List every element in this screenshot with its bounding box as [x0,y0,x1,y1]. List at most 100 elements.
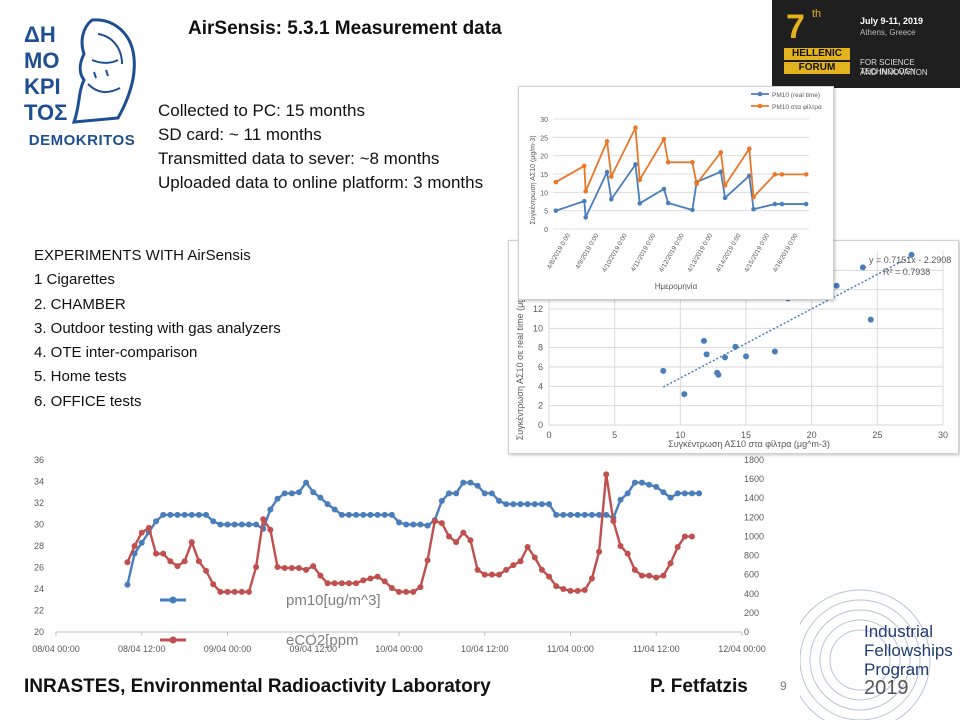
ts-point [424,557,431,564]
forum-line1: HELLENIC [784,48,850,60]
line-ytick-label: 5 [544,209,548,216]
line-point [718,169,724,175]
ts-point [417,521,424,528]
ts-point [331,580,338,587]
hellenic-forum-badge: 7 th HELLENIC FORUM July 9-11, 2019 Athe… [772,0,960,88]
ts-point [524,501,531,508]
scatter-point [681,391,688,398]
ts-legend-marker [169,596,177,604]
ts-point [317,494,324,501]
ts-point [281,490,288,497]
ts-point [188,539,195,546]
scatter-trendline [662,255,912,388]
ts-point [546,573,553,580]
logo-letters-1: ΔΗ [24,22,56,47]
line-point [633,162,638,167]
ts-point [481,490,488,497]
line-xtick-label: 4/14/2019 0:00 [715,232,743,273]
scatter-xtick-label: 20 [807,430,817,440]
scatter-point [721,354,728,361]
ts-point [388,585,395,592]
ts-point [446,533,453,540]
line-series-1 [555,124,807,200]
ts-point [638,479,645,486]
ts-point [510,562,517,569]
swirl-icon [800,589,931,720]
ts-point [581,586,588,593]
ts-point [460,479,467,486]
line-xtick-label: 4/11/2019 0:00 [630,232,658,273]
ts-point [681,490,688,497]
ts-point [424,522,431,529]
ts-right-tick-label: 800 [744,551,759,561]
ts-left-tick-label: 32 [34,498,44,508]
ts-xtick-label: 10/04 00:00 [375,644,423,654]
ts-point [446,490,453,497]
ts-point [303,479,310,486]
ts-point [617,543,624,549]
ts-point [360,511,367,518]
ts-point [646,572,653,579]
ts-point [295,564,302,571]
line-point [665,200,671,206]
ts-point [681,533,688,540]
line-xlabel: Ημερομηνία [655,282,698,291]
timeseries-chart-panel: 20 22 24 26 28 30 32 34 36 0 200 400 600 800 1000 1200 1… [0,448,790,664]
forum-number: 7 [786,8,805,46]
scatter-point [867,316,874,323]
ts-point [295,489,302,496]
ts-point [596,548,603,555]
ts-point [181,558,188,565]
ts-point [195,511,202,518]
demokritos-logo: ΔΗ ΜΟ ΚΡΙ ΤΟΣ DEMOKRITOS [18,14,146,154]
ts-point [160,511,167,518]
ts-point [288,490,295,497]
ts-point [381,511,388,518]
ts-point [203,567,210,574]
ts-xtick-label: 08/04 12:00 [118,644,166,654]
ts-point [210,518,217,525]
line-series-0 [555,161,807,221]
ts-point [474,482,481,489]
line-xtick-label: 4/12/2019 0:00 [658,232,686,273]
ts-point [653,483,660,490]
ts-point [367,575,374,582]
ts-point [510,501,517,508]
ts-left-tick-label: 24 [34,584,44,594]
ts-point [124,581,131,588]
ts-point [267,526,274,533]
ts-right-tick-label: 0 [744,627,749,637]
ts-point [274,495,281,502]
ts-point [238,588,245,595]
ts-right-tick-label: 1400 [744,493,764,503]
line-ytick-label: 20 [540,154,548,161]
scatter-ytick-label: 0 [538,420,543,430]
ts-point [503,566,510,573]
ts-point [138,529,145,536]
ts-point [688,490,695,497]
ts-point [303,566,310,573]
ts-right-tick-label: 1200 [744,512,764,522]
ts-point [310,563,317,570]
ts-point [403,588,410,595]
line-xtick-label: 4/8/2019 0:00 [546,232,572,270]
ts-point [167,558,174,565]
ts-right-tick-label: 200 [744,608,759,618]
democritus-portrait-icon [71,18,136,124]
ts-xtick-label: 12/04 00:00 [718,644,766,654]
ts-point [253,564,260,571]
ts-point [588,511,595,518]
industrial-fellowships-logo: Industrial Fellowships Program 2019 [800,560,960,720]
ts-left-tick-label: 20 [34,627,44,637]
line-point [665,159,671,165]
ts-point [410,588,417,595]
ts-point [674,490,681,497]
line-point [803,201,809,207]
ts-legend-pm10: pm10[ug/m^3] [286,592,381,609]
ts-point [245,521,252,528]
experiment-item: 3. Outdoor testing with gas analyzers [34,319,281,337]
ts-point [488,490,495,497]
scatter-point [700,337,707,344]
line-point [722,195,728,201]
